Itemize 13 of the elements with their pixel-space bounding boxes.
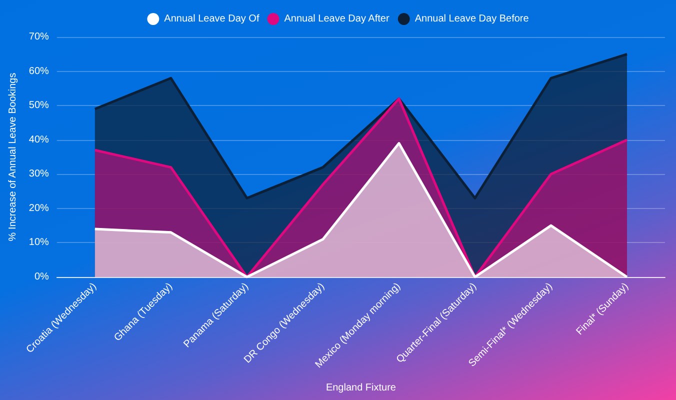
x-axis-title: England Fixture	[326, 382, 396, 394]
y-tick-label: 30%	[28, 168, 50, 180]
y-axis-title: % Increase of Annual Leave Bookings	[8, 72, 18, 242]
legend-label: Annual Leave Day Of	[164, 14, 260, 24]
legend-label: Annual Leave Day After	[284, 14, 390, 24]
y-tick-label: 0%	[34, 272, 50, 282]
y-tick-label: 20%	[28, 202, 50, 214]
y-tick-label: 60%	[28, 66, 50, 77]
y-tick-label: 50%	[28, 100, 50, 112]
legend-label: Annual Leave Day Before	[414, 14, 530, 24]
y-tick-label: 70%	[28, 32, 50, 42]
y-tick-label: 10%	[28, 237, 50, 248]
y-tick-label: 40%	[28, 134, 50, 146]
